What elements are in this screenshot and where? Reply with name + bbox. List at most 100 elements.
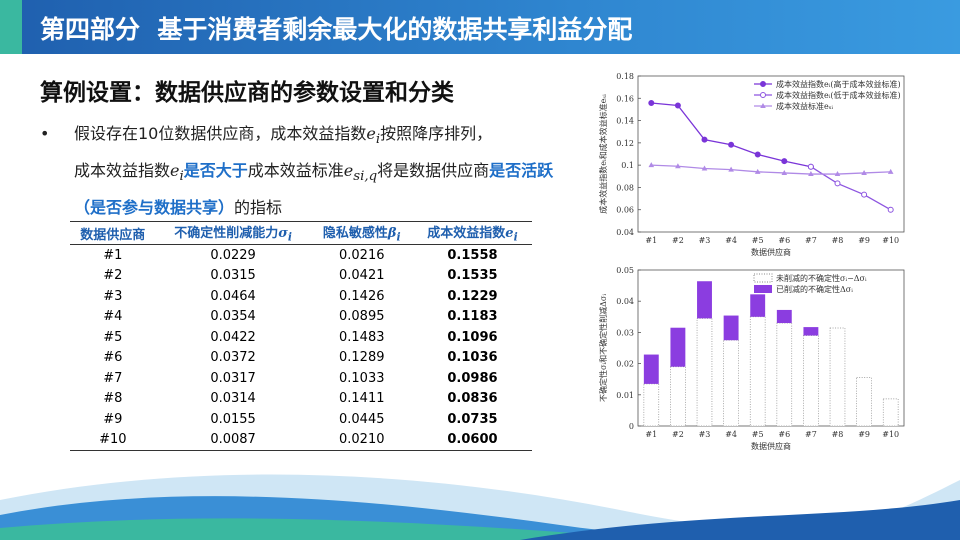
marker [887,168,894,174]
x-axis-label: 数据供应商 [751,247,791,257]
marker [807,163,814,170]
bar [829,327,846,427]
table-row: #8 0.0314 0.1411 0.0836 [70,389,532,410]
table-cell: 0.0422 [210,329,256,345]
bar [723,315,739,341]
text: 数据供应商 [80,227,146,243]
y-tick-label: 0.08 [616,183,634,192]
bar [803,327,819,336]
bar [643,354,659,384]
marker [754,151,761,158]
y-tick-label: 0.03 [616,328,634,337]
y-tick-label: 0 [629,422,634,431]
symbol: β [387,226,397,242]
y-tick-label: 0.12 [616,139,634,148]
y-tick-label: 0.06 [616,206,634,215]
column-header: 不确定性削减能力σi [155,221,311,245]
legend-marker [760,92,766,98]
table-row: #4 0.0354 0.0895 0.1183 [70,307,532,328]
table-cell: #2 [103,268,123,284]
table-cell: 0.0600 [412,429,532,451]
marker [781,158,788,165]
table-row: #3 0.0464 0.1426 0.1229 [70,286,532,307]
table-cell: 0.0372 [210,350,256,366]
column-header: 数据供应商 [70,221,156,245]
marker [861,191,868,198]
marker [675,163,681,169]
marker [728,141,735,148]
table-row: #1 0.0229 0.0216 0.1558 [70,245,532,266]
x-tick-label: #5 [752,430,764,439]
subscript: i [513,230,518,244]
table-cell: 0.1183 [447,309,498,325]
line [651,102,812,168]
x-tick-label: #5 [752,236,764,245]
subscript: i [287,230,292,244]
x-tick-label: #9 [858,236,870,245]
table-cell: 0.1229 [447,288,498,304]
symbol: e [366,124,376,143]
x-tick-label: #6 [778,236,790,245]
marker [701,165,708,171]
line [810,166,892,211]
x-tick-label: #4 [725,236,737,245]
legend-label: 未削减的不确定性σᵢ−Δσᵢ [776,273,867,283]
y-axis-label: 成本效益指数eᵢ和成本效益标准eₛᵢ [598,94,608,214]
marker [728,166,734,172]
chart: 0.04 0.06 0.08 0.1 0.12 0.14 0.16 0.18 #1 #2 #3 #4 #… [598,72,905,257]
y-tick-label: 0.14 [616,117,634,126]
table-cell: 0.0464 [210,288,256,304]
x-tick-label: #9 [858,430,870,439]
bar [697,281,712,319]
bar [749,316,766,427]
marker [808,171,814,177]
line [651,164,891,175]
legend-marker [760,103,766,108]
table-row: #7 0.0317 0.1033 0.0986 [70,368,532,389]
marker [648,99,655,106]
x-tick-label: #7 [805,236,817,245]
table-row: #6 0.0372 0.1289 0.1036 [70,348,532,369]
table-cell: 0.0735 [447,411,498,427]
legend-label: 成本效益标准eₛᵢ [776,101,833,111]
table-cell: 0.1483 [339,329,385,345]
marker [781,169,788,175]
table-cell: #7 [103,370,123,386]
bar [776,322,793,427]
table-row: #2 0.0315 0.0421 0.1535 [70,266,532,287]
marker [754,168,761,174]
table-cell: #10 [70,429,156,451]
slide-title: 第四部分 基于消费者剩余最大化的数据共享利益分配 [40,15,633,44]
section-title: 算例设置：数据供应商的参数设置和分类 [40,80,454,106]
table-cell: #5 [103,329,123,345]
highlight: 是否活跃（是否参与数据共享） [74,161,554,218]
legend-marker [760,81,766,87]
table-cell: #6 [103,350,123,366]
table-cell: 0.0986 [447,370,498,386]
bar [856,377,872,427]
symbol: e [343,161,354,181]
marker [861,169,867,175]
marker [887,206,894,213]
text: 隐私敏感性 [322,226,388,242]
marker [674,102,681,109]
table-cell: 0.0354 [210,309,256,325]
x-tick-label: #10 [882,430,899,439]
y-tick-label: 0.04 [616,297,634,306]
x-tick-label: #2 [672,236,684,245]
table: 数据供应商 不确定性削减能力σi 隐私敏感性βi 成本效益指数ei #1 0.02… [70,221,532,451]
header-band [0,0,960,54]
x-tick-label: #4 [725,430,737,439]
legend-label: 成本效益指数eᵢ(高于成本效益标准) [776,79,901,89]
table-cell: 0.1289 [339,350,385,366]
marker [834,180,841,187]
text: 成本效益指数 [427,226,506,242]
text: 成本效益标准 [247,161,344,181]
subscript: i [396,230,401,244]
table-cell: 0.1558 [447,247,498,263]
highlight: 是否大于 [183,161,248,181]
table-cell: 0.1411 [339,391,385,407]
y-axis-label: 不确定性σᵢ和不确定性削减Δσᵢ [598,294,608,402]
table-cell: 0.0216 [339,247,385,263]
